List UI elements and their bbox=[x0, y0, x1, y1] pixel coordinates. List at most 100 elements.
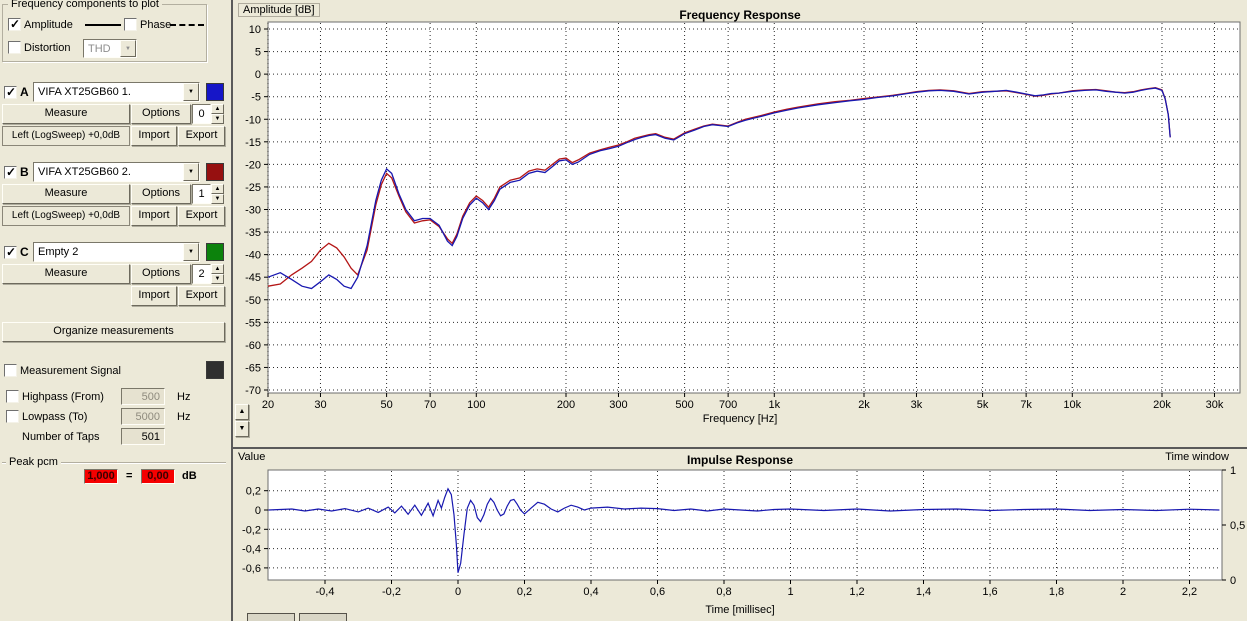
measurement-signal-checkbox[interactable] bbox=[4, 364, 17, 377]
chevron-down-icon[interactable]: ▼ bbox=[120, 40, 136, 57]
spin-down-icon[interactable]: ▼ bbox=[211, 194, 224, 204]
channel-a-options-button[interactable]: Options bbox=[131, 104, 191, 124]
channel-b-options-button[interactable]: Options bbox=[131, 184, 191, 204]
channel-c-color-swatch[interactable] bbox=[206, 243, 224, 261]
svg-text:-30: -30 bbox=[245, 205, 261, 217]
channel-b-measurement-select[interactable]: VIFA XT25GB60 2. ▼ bbox=[33, 162, 200, 182]
svg-text:300: 300 bbox=[609, 399, 627, 411]
time-window-axis-label: Time window bbox=[1165, 451, 1229, 463]
lowpass-checkbox[interactable] bbox=[6, 410, 19, 423]
taps-value-field[interactable]: 501 bbox=[121, 428, 165, 445]
amplitude-checkbox[interactable] bbox=[8, 17, 21, 31]
channel-a-overlay-count[interactable]: 0 bbox=[192, 104, 211, 124]
svg-text:0: 0 bbox=[255, 69, 261, 81]
time-axis-label: Time [millisec] bbox=[705, 604, 775, 616]
highpass-checkbox[interactable] bbox=[6, 390, 19, 403]
lowpass-value-field[interactable]: 5000 bbox=[121, 408, 165, 425]
dashed-line-sample bbox=[170, 24, 204, 26]
svg-text:0,2: 0,2 bbox=[246, 486, 261, 498]
channel-c-measurement-select[interactable]: Empty 2 ▼ bbox=[33, 242, 200, 262]
svg-text:0: 0 bbox=[455, 586, 461, 598]
down-arrow-icon: ▼ bbox=[238, 425, 246, 432]
distortion-mode-select[interactable]: THD ▼ bbox=[83, 39, 137, 58]
channel-b-overlay-count[interactable]: 1 bbox=[192, 184, 211, 204]
channel-a-source-label: Left (LogSweep) +0,0dB bbox=[2, 126, 130, 146]
channel-a-measure-button[interactable]: Measure bbox=[2, 104, 130, 124]
svg-text:0,2: 0,2 bbox=[517, 586, 532, 598]
svg-text:0: 0 bbox=[255, 505, 261, 517]
distortion-label: Distortion bbox=[24, 42, 71, 54]
channel-a-checkbox[interactable] bbox=[4, 85, 17, 99]
highpass-value-field[interactable]: 500 bbox=[121, 388, 165, 405]
svg-text:-20: -20 bbox=[245, 159, 261, 171]
impulse-response-panel: 0,2 0 -0,2 -0,4 -0,6 -0,4 -0,2 0 0,2 0,4 0,6 0,8 1 1,… bbox=[233, 449, 1247, 621]
channel-a-import-button[interactable]: Import bbox=[131, 126, 177, 146]
svg-text:7k: 7k bbox=[1020, 399, 1032, 411]
highpass-unit-label: Hz bbox=[177, 391, 191, 403]
amplitude-label: Amplitude bbox=[24, 19, 73, 31]
peak-equals-label: = bbox=[126, 470, 133, 482]
organize-measurements-button[interactable]: Organize measurements bbox=[2, 322, 225, 342]
channel-a-export-button[interactable]: Export bbox=[178, 126, 225, 146]
svg-text:-45: -45 bbox=[245, 272, 261, 284]
svg-text:0,5: 0,5 bbox=[1230, 520, 1245, 532]
svg-text:-55: -55 bbox=[245, 317, 261, 329]
phase-label: Phase bbox=[140, 19, 172, 31]
chevron-down-icon[interactable]: ▼ bbox=[183, 163, 199, 181]
channel-b-letter: B bbox=[20, 165, 29, 179]
channel-b-source-label: Left (LogSweep) +0,0dB bbox=[2, 206, 130, 226]
svg-text:-65: -65 bbox=[245, 362, 261, 374]
distortion-checkbox[interactable] bbox=[8, 41, 21, 54]
svg-text:2k: 2k bbox=[858, 399, 870, 411]
channel-c-letter: C bbox=[20, 245, 29, 259]
lowpass-unit-label: Hz bbox=[177, 411, 191, 423]
channel-c-measurement-value: Empty 2 bbox=[38, 246, 79, 258]
channel-c-checkbox[interactable] bbox=[4, 245, 17, 259]
peak-unit-label: dB bbox=[182, 470, 197, 482]
svg-text:700: 700 bbox=[719, 399, 737, 411]
channel-b-checkbox[interactable] bbox=[4, 165, 17, 179]
svg-text:-10: -10 bbox=[245, 114, 261, 126]
svg-text:50: 50 bbox=[380, 399, 392, 411]
svg-text:2: 2 bbox=[1120, 586, 1126, 598]
svg-text:0,4: 0,4 bbox=[583, 586, 598, 598]
partial-button-left[interactable] bbox=[247, 613, 295, 621]
spin-down-icon[interactable]: ▼ bbox=[211, 114, 224, 124]
channel-b-import-button[interactable]: Import bbox=[131, 206, 177, 226]
spin-up-icon[interactable]: ▲ bbox=[211, 104, 224, 114]
channel-a-measurement-value: VIFA XT25GB60 1. bbox=[38, 86, 131, 98]
partial-button-right[interactable] bbox=[299, 613, 347, 621]
svg-text:-0,4: -0,4 bbox=[316, 586, 335, 598]
scroll-down-button[interactable]: ▼ bbox=[235, 421, 249, 437]
chevron-down-icon[interactable]: ▼ bbox=[183, 83, 199, 101]
channel-c-measure-button[interactable]: Measure bbox=[2, 264, 130, 284]
channel-c-options-button[interactable]: Options bbox=[131, 264, 191, 284]
spin-down-icon[interactable]: ▼ bbox=[211, 274, 224, 284]
channel-b-export-button[interactable]: Export bbox=[178, 206, 225, 226]
svg-text:-0,4: -0,4 bbox=[242, 544, 261, 556]
spin-up-icon[interactable]: ▲ bbox=[211, 264, 224, 274]
svg-text:1,4: 1,4 bbox=[916, 586, 931, 598]
svg-text:1: 1 bbox=[1230, 465, 1236, 477]
peak-group-divider bbox=[2, 462, 226, 463]
channel-c-export-button[interactable]: Export bbox=[178, 286, 225, 306]
svg-text:100: 100 bbox=[467, 399, 485, 411]
channel-a-color-swatch[interactable] bbox=[206, 83, 224, 101]
channel-c-import-button[interactable]: Import bbox=[131, 286, 177, 306]
channel-b-measure-button[interactable]: Measure bbox=[2, 184, 130, 204]
channel-c-overlay-count[interactable]: 2 bbox=[192, 264, 211, 284]
scroll-up-button[interactable]: ▲ bbox=[235, 404, 249, 420]
frequency-response-plot[interactable]: 1050-5-10-15-20-25-30-35-40-45-50-55-60-… bbox=[233, 0, 1247, 447]
svg-text:-70: -70 bbox=[245, 385, 261, 397]
channel-a-measurement-select[interactable]: VIFA XT25GB60 1. ▼ bbox=[33, 82, 200, 102]
phase-checkbox[interactable] bbox=[124, 18, 137, 31]
impulse-response-title: Impulse Response bbox=[686, 453, 794, 467]
svg-text:20k: 20k bbox=[1153, 399, 1171, 411]
spin-up-icon[interactable]: ▲ bbox=[211, 184, 224, 194]
chevron-down-icon[interactable]: ▼ bbox=[183, 243, 199, 261]
measurement-signal-color-swatch[interactable] bbox=[206, 361, 224, 379]
impulse-response-plot[interactable]: 0,2 0 -0,2 -0,4 -0,6 -0,4 -0,2 0 0,2 0,4 0,6 0,8 1 1,… bbox=[233, 449, 1247, 621]
channel-b-color-swatch[interactable] bbox=[206, 163, 224, 181]
svg-text:3k: 3k bbox=[911, 399, 923, 411]
